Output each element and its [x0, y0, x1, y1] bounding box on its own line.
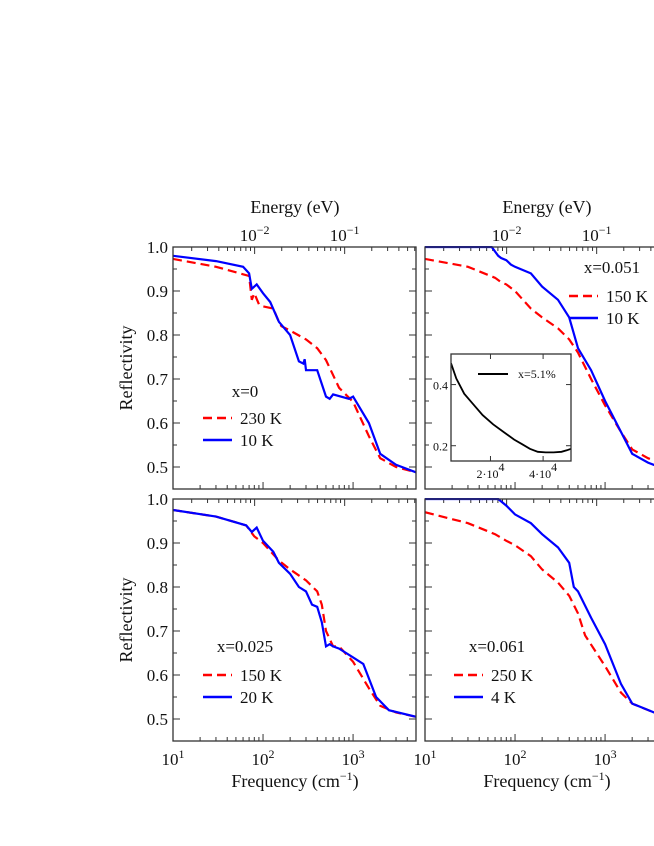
- y-tick-label: 0.7: [147, 370, 169, 389]
- y-tick-label: 0.5: [147, 458, 168, 477]
- series-line-10-k: [173, 254, 416, 474]
- legend-label: x=5.1%: [518, 367, 556, 381]
- y-tick-label: 0.7: [147, 622, 169, 641]
- reflectivity-axis-label: Reflectivity: [116, 578, 136, 663]
- x-tick-label: 102: [504, 747, 527, 769]
- series-line-150-k: [425, 257, 654, 462]
- panel-inset: [450, 353, 572, 462]
- y-tick-label: 1.0: [147, 238, 168, 257]
- inset-y-tick-label: 0.4: [433, 379, 448, 393]
- legend-label: 10 K: [240, 431, 274, 450]
- energy-tick-label: 10−2: [240, 223, 270, 245]
- x-tick-label: 102: [252, 747, 275, 769]
- series-line-20-k: [173, 508, 416, 718]
- energy-axis-label: Energy (eV): [250, 197, 339, 218]
- legend-label: 4 K: [491, 688, 517, 707]
- x-tick-label: 103: [594, 747, 617, 769]
- panel-bottom-left: [172, 498, 417, 742]
- y-tick-label: 0.8: [147, 578, 168, 597]
- energy-axis-label: Energy (eV): [502, 197, 591, 218]
- legend-label: 10 K: [606, 309, 640, 328]
- frequency-axis-label: Frequency (cm−1): [231, 769, 358, 792]
- legend-label: 230 K: [240, 409, 283, 428]
- y-tick-label: 0.6: [147, 666, 168, 685]
- axes-frame: [172, 246, 417, 490]
- energy-tick-label: 10−1: [330, 223, 360, 245]
- series-line-x-5-1-: [451, 362, 571, 454]
- series-line-10-k: [425, 246, 654, 467]
- x-tick-label: 101: [414, 747, 437, 769]
- frequency-axis-label: Frequency (cm−1): [483, 769, 610, 792]
- legend-label: 150 K: [606, 287, 649, 306]
- series-line-150-k: [173, 508, 416, 718]
- y-tick-label: 0.9: [147, 282, 168, 301]
- y-tick-label: 0.6: [147, 414, 168, 433]
- reflectivity-axis-label: Reflectivity: [116, 326, 136, 411]
- legend-label: 250 K: [491, 666, 534, 685]
- panel-annotation: x=0.025: [217, 637, 273, 656]
- axes-frame: [424, 498, 654, 742]
- panel-top-left: [172, 246, 417, 490]
- series-line-250-k: [425, 511, 654, 714]
- panel-bottom-right: [424, 498, 654, 742]
- energy-tick-label: 10−1: [582, 223, 612, 245]
- panel-annotation: x=0: [232, 382, 259, 401]
- x-tick-label: 103: [342, 747, 365, 769]
- axes-frame: [424, 246, 654, 490]
- inset-x-tick-label: 4·104: [529, 460, 557, 481]
- axes-frame: [450, 353, 572, 462]
- y-tick-label: 0.9: [147, 534, 168, 553]
- inset-background: [451, 354, 571, 461]
- y-tick-label: 1.0: [147, 490, 168, 509]
- series-line-4-k: [425, 498, 654, 714]
- panel-annotation: x=0.061: [469, 637, 525, 656]
- panel-top-right: [424, 246, 654, 490]
- y-tick-label: 0.5: [147, 710, 168, 729]
- legend-label: 20 K: [240, 688, 274, 707]
- inset-y-tick-label: 0.2: [433, 440, 448, 454]
- y-tick-label: 0.8: [147, 326, 168, 345]
- energy-tick-label: 10−2: [492, 223, 522, 245]
- axes-frame: [172, 498, 417, 742]
- inset-x-tick-label: 2·104: [476, 460, 504, 481]
- x-tick-label: 101: [162, 747, 185, 769]
- legend-label: 150 K: [240, 666, 283, 685]
- panel-annotation: x=0.051: [584, 258, 640, 277]
